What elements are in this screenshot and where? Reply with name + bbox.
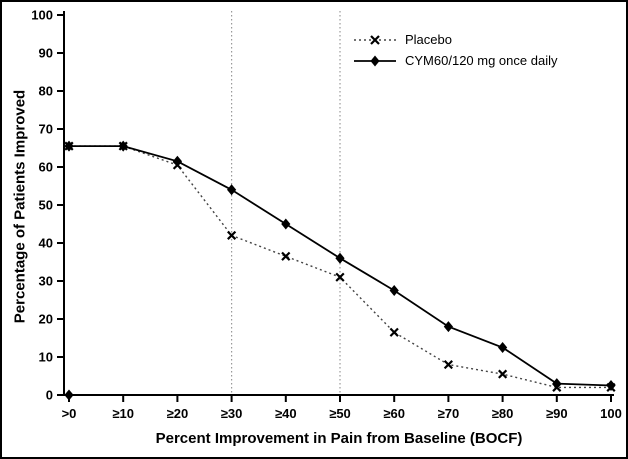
legend-item-cym: CYM60/120 mg once daily — [352, 53, 557, 68]
diamond-marker — [552, 378, 562, 390]
y-tick-label: 10 — [39, 350, 53, 365]
x-tick-label: ≥60 — [383, 406, 405, 421]
x-marker — [389, 327, 399, 337]
x-tick-label: 100 — [600, 406, 622, 421]
diamond-marker — [335, 252, 345, 264]
y-tick-label: 100 — [31, 8, 53, 23]
x-marker — [227, 230, 237, 240]
x-tick-label: ≥40 — [275, 406, 297, 421]
x-marker — [335, 272, 345, 282]
y-tick-label: 90 — [39, 46, 53, 61]
x-tick-label: ≥20 — [167, 406, 189, 421]
diamond-marker — [281, 218, 291, 230]
x-marker — [281, 251, 291, 261]
diamond-marker — [64, 389, 74, 401]
x-axis-title: Percent Improvement in Pain from Baselin… — [155, 430, 523, 447]
diamond-marker — [498, 342, 508, 353]
x-tick-label: ≥70 — [438, 406, 460, 421]
diamond-marker — [227, 184, 237, 196]
y-tick-label: 80 — [39, 84, 53, 99]
y-tick-label: 70 — [39, 122, 53, 137]
legend: Placebo CYM60/120 mg once daily — [348, 30, 562, 70]
x-tick-label: ≥10 — [112, 406, 134, 421]
diamond-marker — [389, 285, 399, 296]
diamond-marker — [606, 380, 616, 391]
series-line — [69, 145, 612, 387]
y-tick-label: 30 — [39, 274, 53, 289]
placebo-line-x-marker-icon — [354, 34, 396, 45]
cym-line-diamond-marker-icon — [354, 55, 396, 66]
y-tick-label: 20 — [39, 312, 53, 327]
x-tick-label: ≥90 — [546, 406, 568, 421]
x-marker — [443, 360, 453, 370]
diamond-marker — [443, 321, 453, 333]
y-tick-label: 40 — [39, 236, 53, 251]
y-tick-label: 50 — [39, 198, 53, 213]
legend-label-placebo: Placebo — [405, 32, 452, 47]
x-tick-label: >0 — [62, 406, 77, 421]
y-tick-label: 0 — [46, 388, 53, 403]
legend-label-cym: CYM60/120 mg once daily — [405, 53, 558, 68]
x-marker — [498, 369, 508, 379]
diamond-marker — [118, 140, 128, 152]
y-axis-title: Percentage of Patients Improved — [11, 89, 29, 324]
y-tick-label: 60 — [39, 160, 53, 175]
x-tick-label: ≥50 — [329, 406, 351, 421]
x-tick-label: ≥30 — [221, 406, 243, 421]
diamond-marker — [172, 155, 182, 167]
x-tick-label: ≥80 — [492, 406, 514, 421]
diamond-marker — [64, 140, 74, 152]
legend-item-placebo: Placebo — [352, 32, 557, 47]
